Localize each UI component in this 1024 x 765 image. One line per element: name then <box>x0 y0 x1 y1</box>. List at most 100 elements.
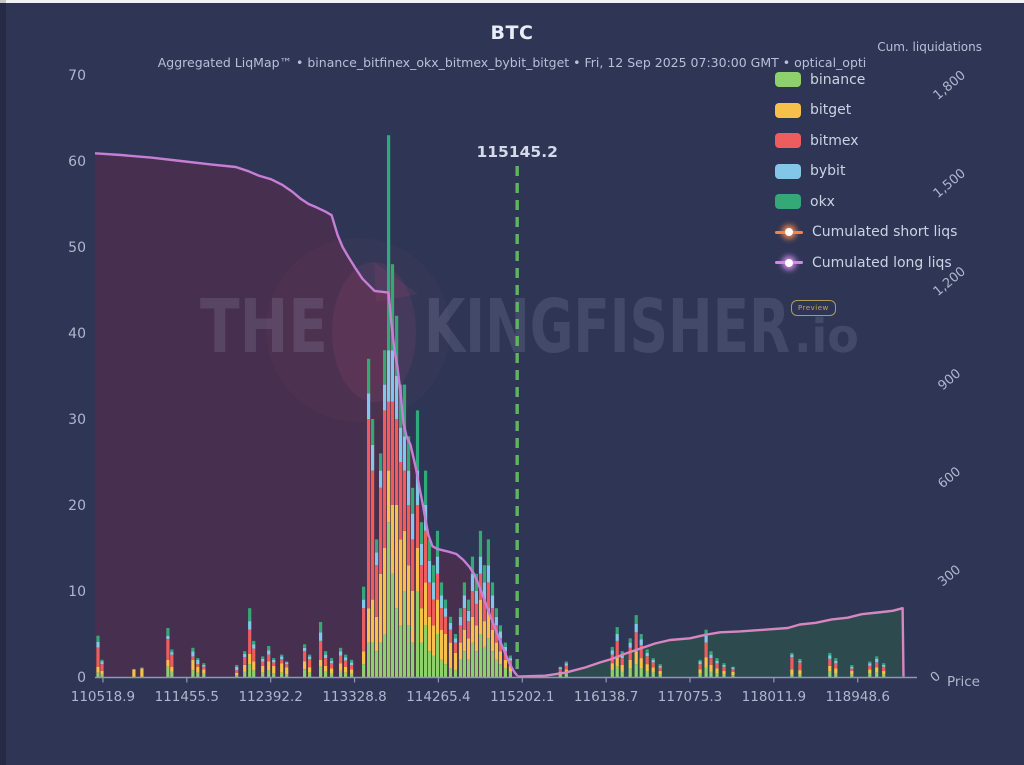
x-tick-label: 113328.8 <box>322 689 386 705</box>
bar-bybit <box>303 647 307 652</box>
bar-bitget <box>132 669 136 677</box>
bar-bitget <box>508 665 512 672</box>
bar-okx <box>868 661 872 664</box>
bar-binance <box>645 671 649 677</box>
bar-bitmex <box>330 663 334 669</box>
bar-bitget <box>407 565 411 626</box>
bar-okx <box>252 640 256 645</box>
bar-bybit <box>395 376 399 419</box>
bar-bitget <box>344 666 348 673</box>
top-strip <box>0 0 1024 3</box>
legend-item-binance[interactable]: binance <box>775 70 957 89</box>
bar-binance <box>731 675 735 677</box>
bar-bybit <box>339 651 343 656</box>
bar-bybit <box>285 662 289 665</box>
bar-bitget <box>202 669 206 674</box>
bar-bitget <box>419 608 424 643</box>
bar-binance <box>191 670 195 677</box>
bar-binance <box>330 673 334 677</box>
x-tick-label: 115202.1 <box>490 689 554 705</box>
legend-item-okx[interactable]: okx <box>775 192 957 211</box>
bar-bybit <box>96 641 100 648</box>
bar-okx <box>166 628 170 636</box>
bar-bitget <box>235 672 239 676</box>
bar-bitmex <box>280 658 284 664</box>
price-marker: 115145.2 <box>476 143 558 676</box>
bar-bybit <box>439 595 444 609</box>
bar-bybit <box>166 635 170 640</box>
bar-binance <box>474 651 478 677</box>
bar-binance <box>486 638 490 677</box>
bar-bitmex <box>828 658 832 666</box>
bar-binance <box>375 651 379 677</box>
page-title: BTC <box>490 22 534 44</box>
legend-label: bitmex <box>810 132 859 149</box>
bar-bybit <box>427 560 432 583</box>
bar-okx <box>96 635 100 642</box>
bar-bybit <box>494 616 498 626</box>
legend-item-cumulated-long-liqs[interactable]: Cumulated long liqs <box>775 253 957 272</box>
bar-binance <box>399 625 403 677</box>
bar-binance <box>466 659 471 677</box>
bar-bitmex <box>339 655 343 664</box>
y-left-tick-label: 70 <box>68 68 86 84</box>
bar-bitmex <box>882 666 886 671</box>
bar-bitmex <box>308 658 312 668</box>
bar-bitget <box>330 668 334 674</box>
bar-binance <box>658 674 662 677</box>
legend-item-bitmex[interactable]: bitmex <box>775 131 957 150</box>
bar-binance <box>419 642 424 677</box>
bar-binance <box>96 672 100 677</box>
x-tick-label: 111455.5 <box>155 689 219 705</box>
bar-binance <box>610 670 614 677</box>
bar-okx <box>261 656 265 659</box>
bar-bitmex <box>272 662 276 666</box>
bar-okx <box>280 654 284 657</box>
bar-bitget <box>252 661 256 671</box>
bar-bitmex <box>453 642 458 653</box>
bar-bybit <box>639 639 643 646</box>
bar-bitmex <box>651 662 655 668</box>
bar-bitget <box>634 651 638 665</box>
bar-okx <box>466 599 471 611</box>
bar-bitget <box>639 658 643 669</box>
bar-binance <box>362 664 366 677</box>
bar-bybit <box>482 582 486 600</box>
legend-label: okx <box>810 193 835 210</box>
bar-okx <box>100 659 104 662</box>
legend-item-bitget[interactable]: bitget <box>775 101 957 120</box>
bar-okx <box>790 652 794 655</box>
kingfisher-bird-icon <box>332 262 416 402</box>
bar-bybit <box>490 595 495 609</box>
bar-binance <box>790 674 794 677</box>
bar-bybit <box>731 667 735 670</box>
bar-bitget <box>458 642 463 660</box>
liquidation-bars[interactable] <box>96 135 886 677</box>
bar-bybit <box>610 650 614 655</box>
bar-bitget <box>424 582 428 626</box>
bar-okx <box>875 656 879 659</box>
bar-bitget <box>170 666 174 672</box>
bar-binance <box>395 608 399 677</box>
bar-bybit <box>615 634 619 641</box>
bar-binance <box>196 672 200 677</box>
bar-bitmex <box>875 662 879 668</box>
bar-okx <box>639 634 643 640</box>
bar-okx <box>415 410 420 471</box>
legend-item-bybit[interactable]: bybit <box>775 162 957 181</box>
bar-bybit <box>882 665 886 667</box>
bar-bitmex <box>202 666 206 670</box>
y-right-tick-label: 0 <box>928 669 944 686</box>
legend-label: Cumulated short liqs <box>812 224 958 240</box>
bar-bitmex <box>458 625 463 643</box>
bar-bitget <box>474 625 478 652</box>
bar-bitget <box>443 634 448 665</box>
bar-bitmex <box>486 582 490 609</box>
bar-bitmex <box>470 591 475 617</box>
bar-binance <box>402 591 407 677</box>
bar-bitmex <box>731 669 735 672</box>
legend-item-cumulated-short-liqs[interactable]: Cumulated short liqs <box>775 223 957 242</box>
bar-bitget <box>100 671 104 675</box>
bar-binance <box>424 625 428 677</box>
